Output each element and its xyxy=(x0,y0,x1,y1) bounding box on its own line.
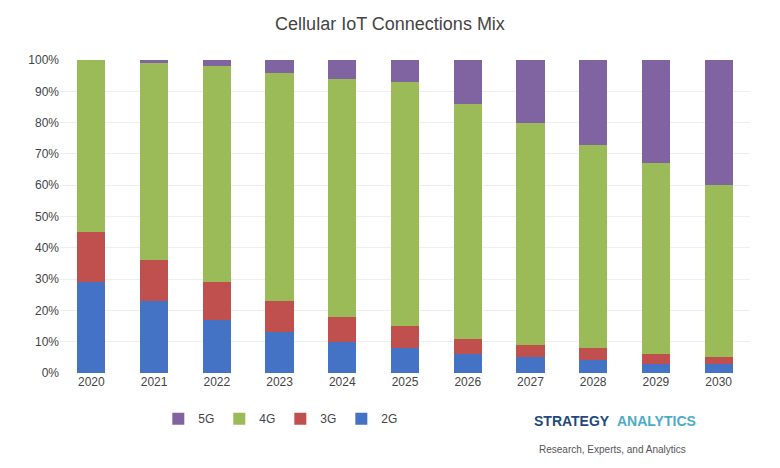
svg-text:3G: 3G xyxy=(320,412,336,426)
svg-text:2027: 2027 xyxy=(517,375,544,389)
svg-text:STRATEGY: STRATEGY xyxy=(534,413,610,429)
svg-text:4G: 4G xyxy=(259,412,275,426)
svg-text:60%: 60% xyxy=(35,178,59,192)
svg-text:80%: 80% xyxy=(35,116,59,130)
svg-text:40%: 40% xyxy=(35,241,59,255)
svg-text:2028: 2028 xyxy=(580,375,607,389)
svg-text:2025: 2025 xyxy=(392,375,419,389)
svg-text:10%: 10% xyxy=(35,335,59,349)
svg-text:70%: 70% xyxy=(35,147,59,161)
svg-text:2021: 2021 xyxy=(141,375,168,389)
svg-text:90%: 90% xyxy=(35,85,59,99)
svg-text:30%: 30% xyxy=(35,272,59,286)
svg-text:2022: 2022 xyxy=(203,375,230,389)
svg-text:2023: 2023 xyxy=(266,375,293,389)
svg-text:2020: 2020 xyxy=(78,375,105,389)
svg-text:Research, Experts, and Analyti: Research, Experts, and Analytics xyxy=(539,444,686,455)
svg-text:2024: 2024 xyxy=(329,375,356,389)
svg-text:5G: 5G xyxy=(198,412,214,426)
svg-text:Cellular IoT Connections Mix: Cellular IoT Connections Mix xyxy=(275,14,505,34)
svg-text:2029: 2029 xyxy=(643,375,670,389)
svg-text:20%: 20% xyxy=(35,304,59,318)
svg-text:2G: 2G xyxy=(381,412,397,426)
svg-text:2026: 2026 xyxy=(454,375,481,389)
svg-text:ANALYTICS: ANALYTICS xyxy=(617,413,696,429)
svg-text:2030: 2030 xyxy=(705,375,732,389)
svg-text:100%: 100% xyxy=(28,53,59,67)
svg-text:0%: 0% xyxy=(42,366,60,380)
svg-text:50%: 50% xyxy=(35,210,59,224)
